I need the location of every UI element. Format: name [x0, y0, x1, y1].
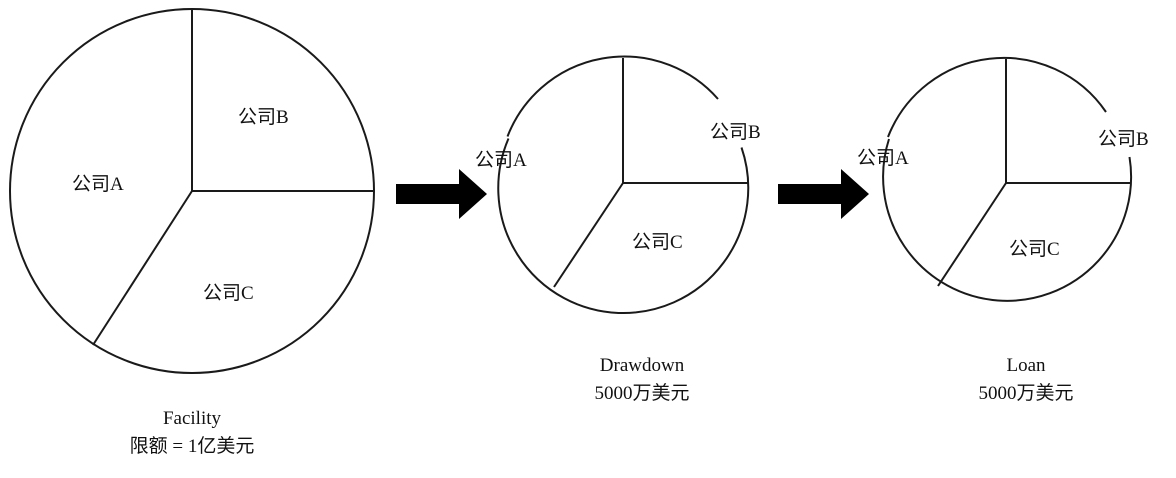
drawdown-panel: 公司B 公司A 公司C Drawdown 5000万美元 — [475, 55, 761, 404]
loan-circle-arc-lower — [882, 138, 1133, 302]
drawdown-segment-b-label: 公司B — [710, 122, 761, 143]
loan-caption-title: Loan — [1006, 355, 1046, 376]
drawdown-divider-lower-left — [553, 182, 624, 288]
facility-divider-lower-left — [92, 190, 193, 346]
facility-segment-b-label: 公司B — [238, 107, 289, 128]
loan-caption-amount: 5000万美元 — [978, 382, 1073, 404]
drawdown-segment-a-label: 公司A — [475, 150, 527, 171]
facility-caption-title: Facility — [163, 408, 222, 429]
drawdown-circle-arc-upper — [506, 55, 719, 137]
arrow-right-icon — [396, 169, 487, 219]
drawdown-circle-arc-lower — [497, 138, 750, 315]
facility-segment-a-label: 公司A — [72, 174, 124, 195]
facility-panel: 公司B 公司A 公司C Facility 限额 = 1亿美元 — [9, 8, 375, 457]
drawdown-caption-amount: 5000万美元 — [594, 382, 689, 404]
drawdown-caption-title: Drawdown — [600, 355, 685, 376]
facility-caption-amount: 限额 = 1亿美元 — [130, 435, 255, 457]
loan-segment-b-label: 公司B — [1098, 129, 1149, 150]
facility-segment-c-label: 公司C — [203, 283, 254, 304]
arrow-right-icon — [778, 169, 869, 219]
drawdown-segment-c-label: 公司C — [632, 232, 683, 253]
loan-circle-arc-upper — [887, 56, 1107, 138]
loan-segment-c-label: 公司C — [1009, 239, 1060, 260]
loan-divider-lower-left — [937, 182, 1007, 287]
loan-segment-a-label: 公司A — [857, 148, 909, 169]
loan-panel: 公司B 公司A 公司C Loan 5000万美元 — [857, 56, 1149, 404]
